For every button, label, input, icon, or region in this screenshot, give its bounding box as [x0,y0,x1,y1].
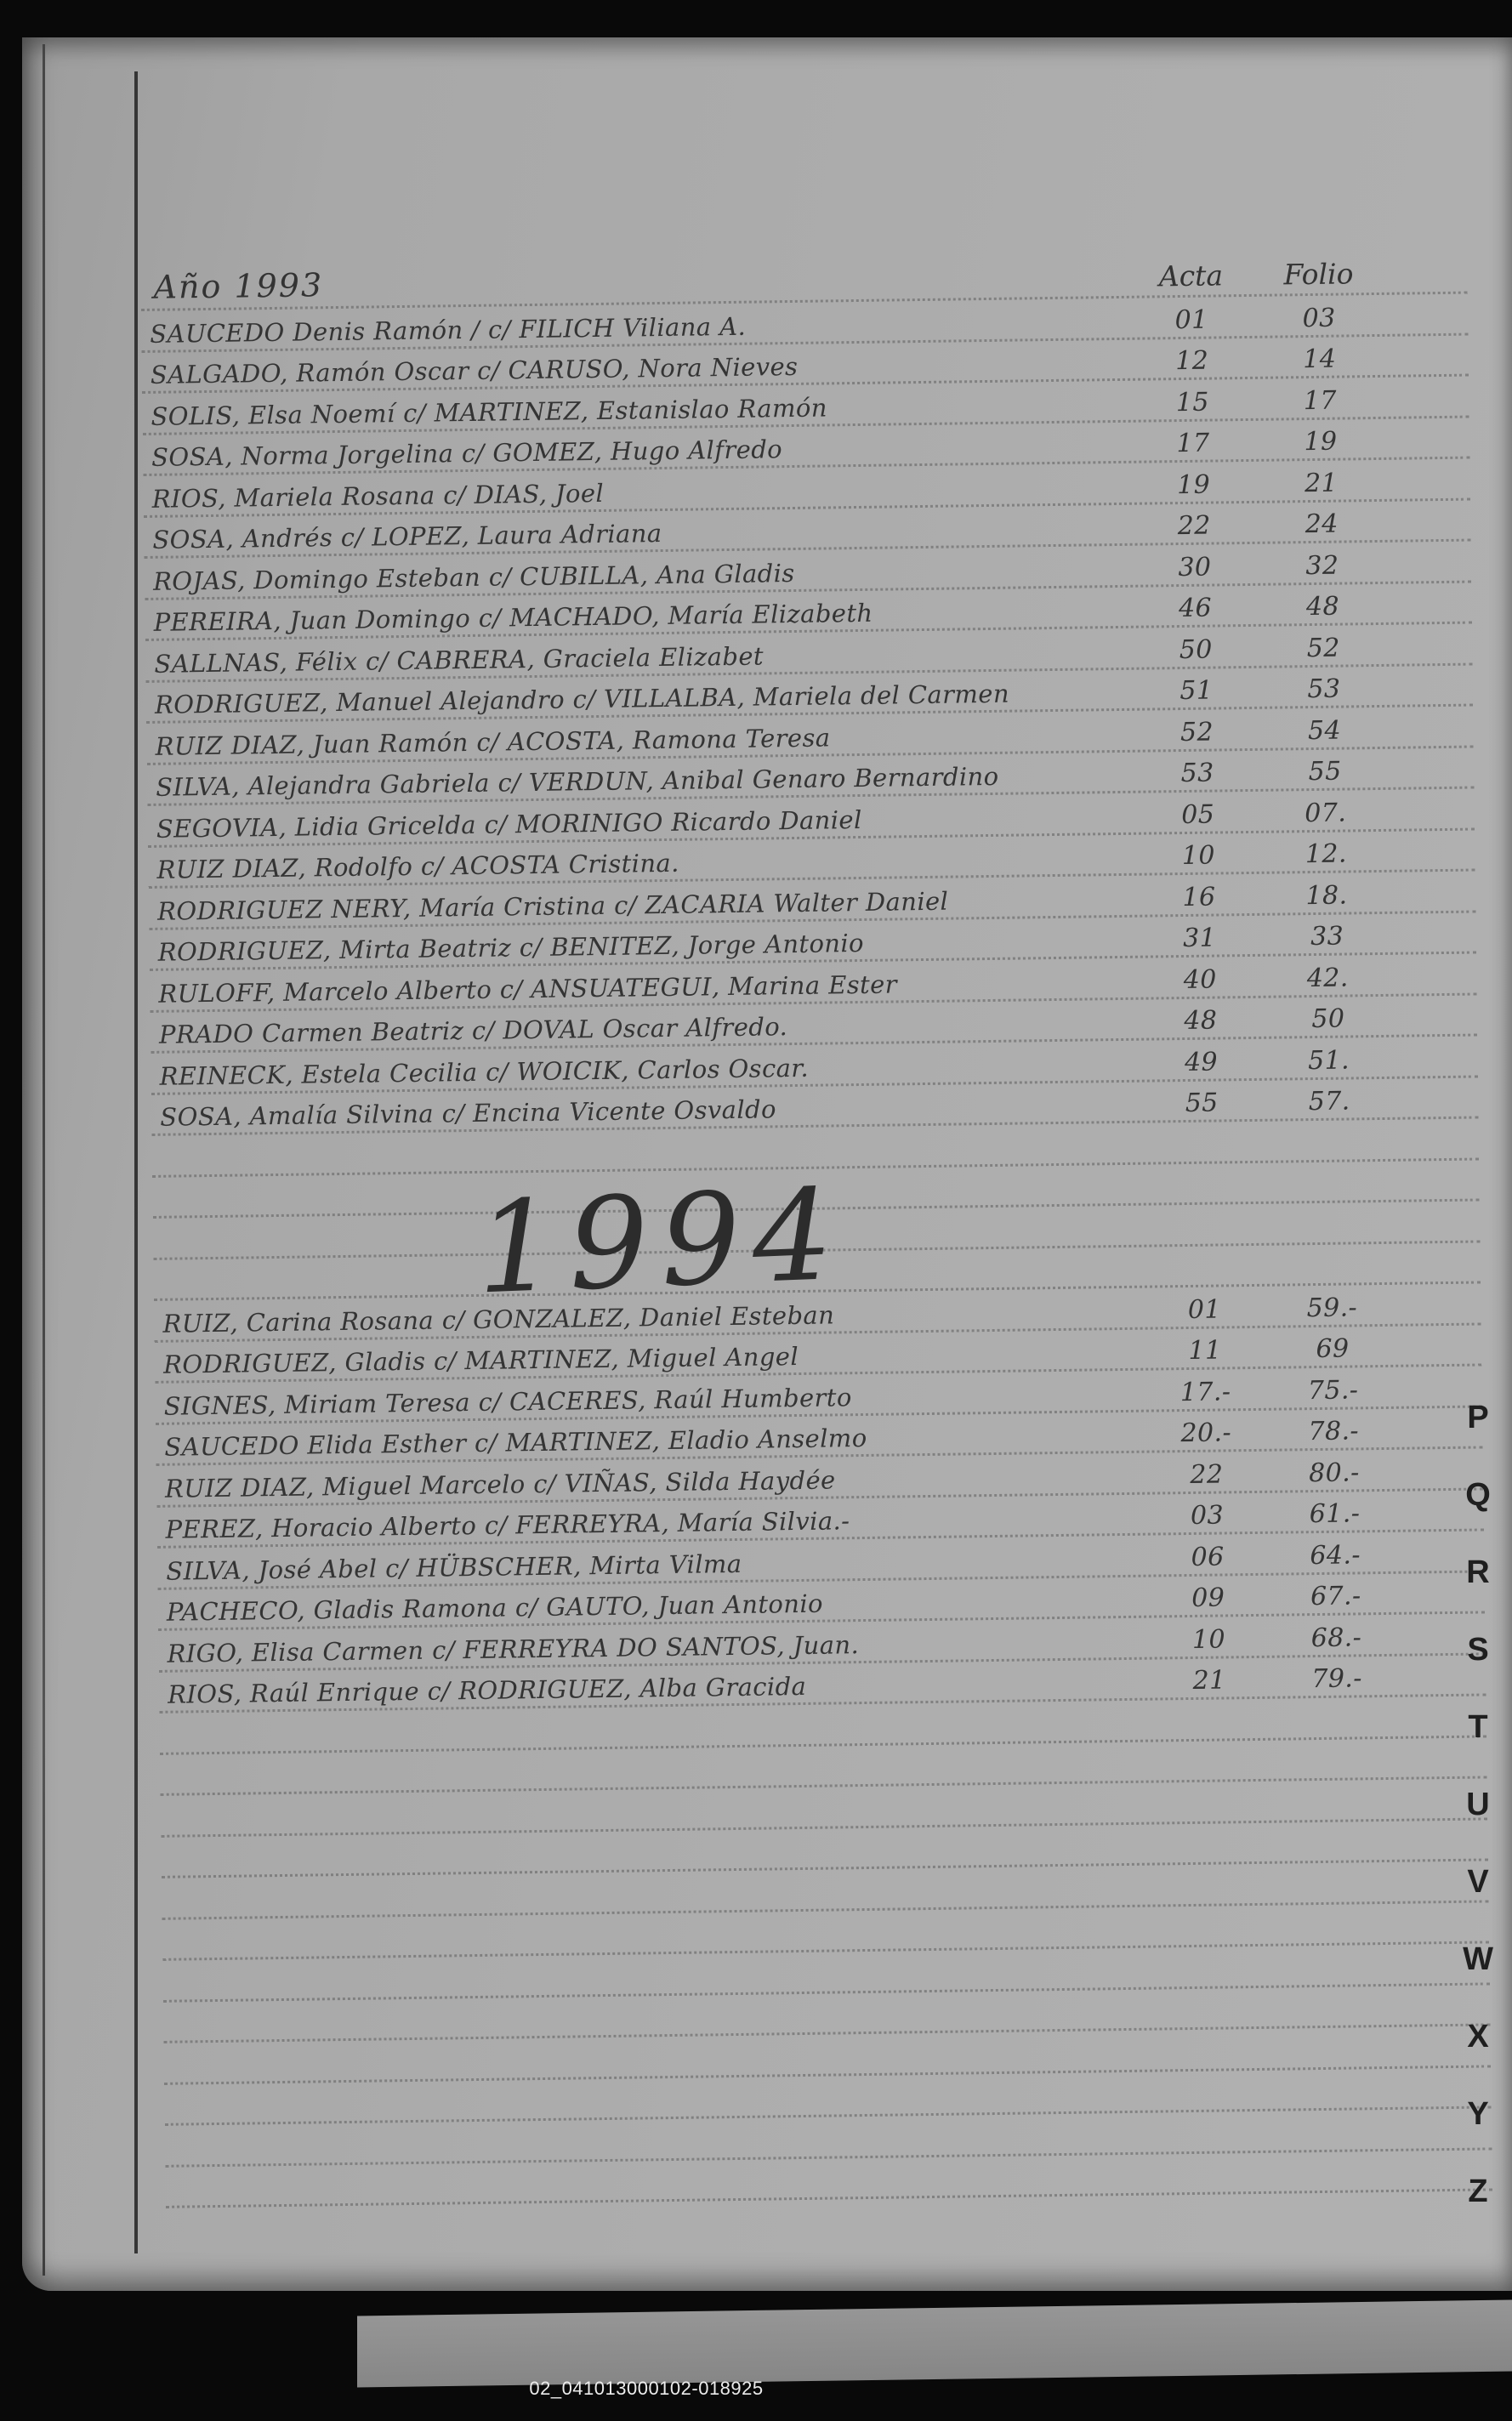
page-content: Año 1993 Acta Folio SAUCEDO Denis Ramón … [19,20,1512,2293]
ruled-line [162,1981,1490,2003]
entry-folio: 42. [1306,962,1349,993]
binding-thread [43,44,45,2276]
scan-caption-text: 02_041013000102-018925 [529,2378,764,2399]
entry-acta: 01 [1187,1293,1222,1325]
folio-column-header: Folio [1283,257,1354,292]
entry-acta: 03 [1190,1500,1225,1531]
entry-acta: 49 [1184,1047,1219,1077]
entry-name: SOSA, Amalía Silvina c/ Encina Vicente O… [160,1094,777,1132]
entry-folio: 80.- [1308,1457,1360,1488]
entry-acta: 52 [1179,717,1214,747]
entry-acta: 30 [1178,552,1212,583]
entry-folio: 61.- [1309,1498,1361,1530]
under-page-surface [357,2299,1512,2388]
entry-acta: 17 [1176,428,1210,459]
thumb-index-letter-x: X [1467,2019,1489,2054]
entry-folio: 75.- [1307,1374,1359,1406]
entry-acta: 55 [1185,1088,1219,1119]
margin-rule [134,71,138,2253]
ruled-line [161,1816,1488,1838]
entries-1993: SAUCEDO Denis Ramón / c/ FILICH Viliana … [19,20,1509,1132]
acta-column-header: Acta [1158,259,1224,293]
entry-acta: 16 [1182,882,1216,912]
entry-acta: 05 [1181,799,1215,830]
entry-folio: 12. [1305,838,1348,870]
thumb-index-letter-z: Z [1468,2174,1488,2209]
entry-folio: 59.- [1306,1292,1358,1323]
ruled-line [161,1858,1488,1878]
thumb-index-letter-y: Y [1467,2096,1489,2132]
thumb-index-letter-s: S [1467,1632,1489,1668]
entry-acta: 01 [1174,304,1208,335]
entry-acta: 40 [1183,964,1217,995]
entry-folio: 33 [1310,921,1344,952]
entry-folio: 67.- [1310,1581,1361,1612]
entry-folio: 53 [1307,673,1341,705]
thumb-index-letter-w: W [1463,1941,1493,1977]
entry-folio: 48 [1305,591,1340,622]
entry-folio: 50 [1311,1003,1345,1035]
entry-acta: 53 [1180,758,1214,789]
entry-acta: 09 [1191,1583,1225,1613]
ruled-line [164,2106,1492,2126]
entry-folio: 79.- [1311,1663,1363,1695]
entry-acta: 11 [1188,1335,1222,1366]
entry-folio: 52 [1306,633,1340,663]
ruled-line [162,1899,1489,1920]
entry-acta: 51 [1179,675,1214,707]
entry-acta: 46 [1178,593,1213,624]
entry-acta: 12 [1175,345,1209,377]
entry-folio: 14 [1303,344,1337,375]
entry-folio: 17 [1303,385,1338,416]
entry-folio: 54 [1307,715,1342,746]
entry-folio: 69 [1316,1333,1350,1365]
entry-acta: 22 [1177,510,1212,542]
entry-acta: 10 [1181,840,1216,872]
entry-acta: 15 [1175,387,1210,418]
entry-acta: 10 [1191,1623,1226,1655]
entry-folio: 24 [1305,509,1339,540]
thumb-index-letter-t: T [1468,1709,1488,1745]
thumb-index-letter-u: U [1466,1787,1490,1822]
entry-folio: 64.- [1310,1539,1361,1571]
entry-folio: 03 [1302,303,1336,333]
entry-acta: 22 [1190,1458,1224,1490]
entry-folio: 55 [1308,756,1342,787]
thumb-index-letter-p: P [1467,1400,1489,1435]
entry-folio: 51. [1307,1044,1350,1076]
thumb-index-letter-r: R [1466,1554,1490,1590]
ruled-line [166,2188,1492,2208]
entry-acta: 19 [1176,469,1211,500]
thumb-index-letter-q: Q [1465,1477,1491,1513]
entry-acta: 06 [1191,1541,1225,1572]
ruled-line [165,2146,1492,2168]
entry-acta: 21 [1192,1665,1226,1696]
ruled-line [160,1734,1486,1755]
ruled-line [160,1776,1487,1796]
entry-folio: 19 [1304,426,1338,457]
entry-folio: 32 [1305,550,1339,581]
entry-folio: 57. [1308,1086,1350,1117]
entry-folio: 18. [1305,879,1348,911]
ruled-lines [19,20,1509,2208]
entry-folio: 68.- [1310,1622,1362,1653]
entry-folio: 07. [1305,798,1347,828]
ruled-line [164,2064,1492,2085]
entry-acta: 31 [1182,923,1217,954]
entry-acta: 50 [1179,634,1213,665]
entry-folio: 21 [1304,468,1339,498]
ruled-line [162,1941,1490,1961]
ruled-line [163,2023,1491,2043]
entry-name: RIOS, Raúl Enrique c/ RODRIGUEZ, Alba Gr… [167,1671,807,1709]
entries-1994: RUIZ, Carina Rosana c/ GONZALEZ, Daniel … [19,20,1509,1709]
entry-acta: 48 [1184,1005,1218,1037]
entry-acta: 20.- [1180,1418,1232,1449]
entry-acta: 17.- [1179,1376,1231,1407]
entry-folio: 78.- [1308,1416,1360,1447]
ledger-page: Año 1993 Acta Folio SAUCEDO Denis Ramón … [22,37,1512,2291]
thumb-index-letter-v: V [1467,1864,1489,1900]
